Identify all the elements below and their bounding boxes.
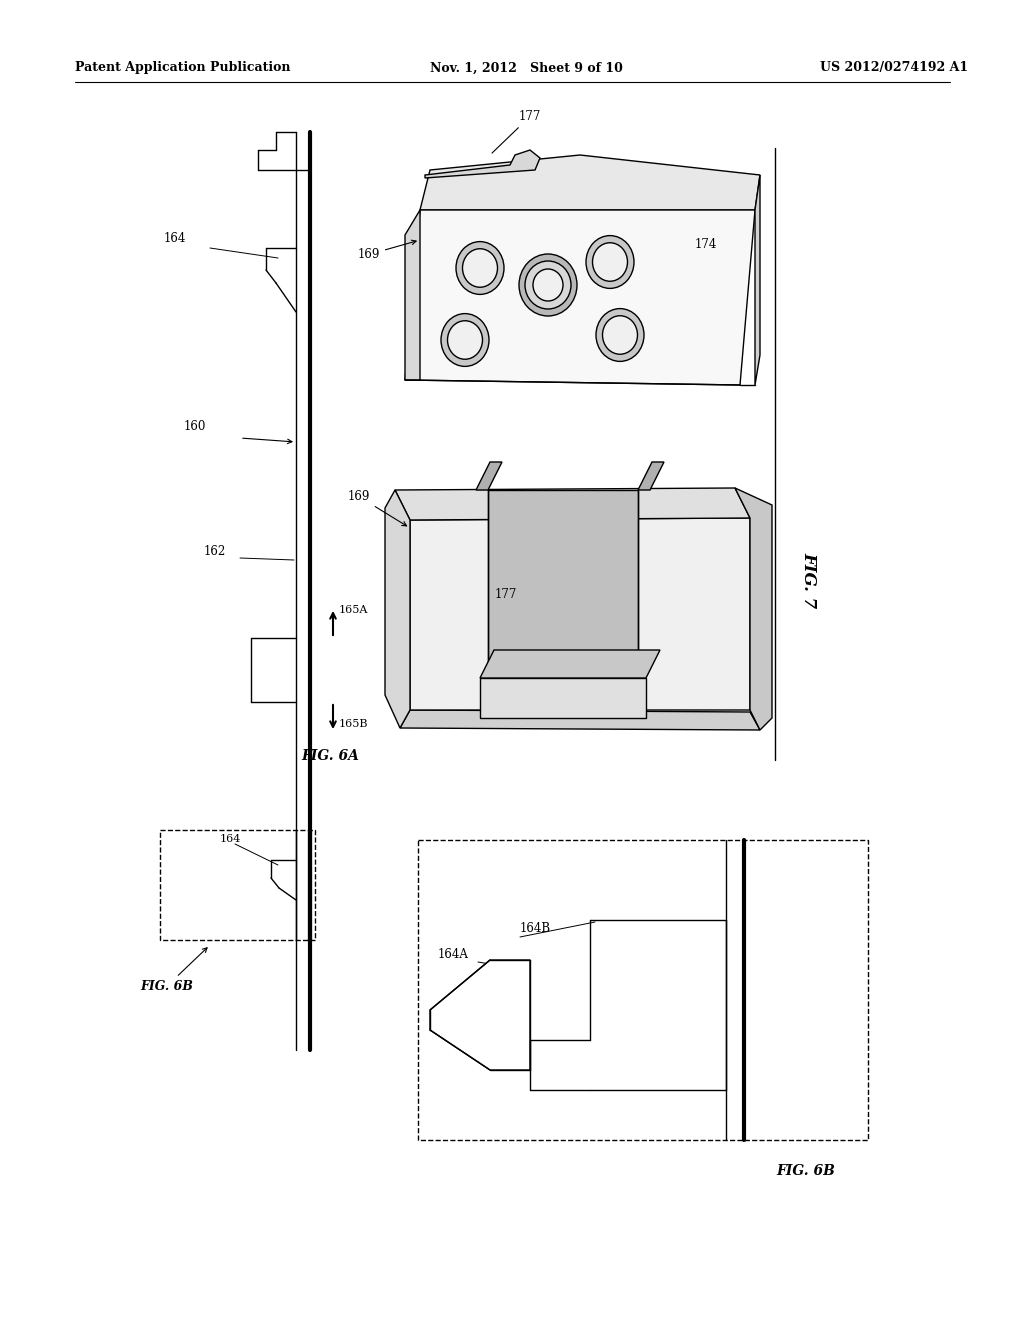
Polygon shape [755, 176, 760, 385]
Ellipse shape [441, 314, 489, 367]
Polygon shape [430, 960, 530, 1071]
Ellipse shape [456, 242, 504, 294]
Polygon shape [480, 678, 646, 718]
Text: US 2012/0274192 A1: US 2012/0274192 A1 [820, 62, 968, 74]
Text: 169: 169 [357, 240, 416, 261]
Polygon shape [395, 488, 750, 520]
Text: FIG. 6B: FIG. 6B [140, 948, 207, 993]
Polygon shape [480, 649, 660, 678]
Text: 177: 177 [495, 587, 517, 601]
Polygon shape [425, 150, 540, 178]
Ellipse shape [586, 235, 634, 288]
Polygon shape [638, 462, 664, 490]
Polygon shape [385, 490, 410, 729]
Text: 165B: 165B [339, 719, 369, 729]
Ellipse shape [593, 243, 628, 281]
Ellipse shape [602, 315, 638, 354]
Bar [418, 840, 868, 1140]
Polygon shape [488, 490, 638, 678]
Text: Patent Application Publication: Patent Application Publication [75, 62, 291, 74]
Text: FIG. 6A: FIG. 6A [301, 748, 359, 763]
Text: Nov. 1, 2012   Sheet 9 of 10: Nov. 1, 2012 Sheet 9 of 10 [430, 62, 623, 74]
Ellipse shape [447, 321, 482, 359]
Ellipse shape [519, 253, 577, 315]
Text: 169: 169 [347, 490, 407, 525]
Text: FIG. 6B: FIG. 6B [776, 1164, 835, 1177]
Polygon shape [410, 517, 750, 710]
Text: FIG. 7: FIG. 7 [800, 552, 817, 609]
Polygon shape [406, 210, 420, 380]
Text: 164B: 164B [520, 921, 551, 935]
Polygon shape [735, 488, 772, 730]
Polygon shape [406, 210, 755, 385]
Ellipse shape [596, 309, 644, 362]
Bar [160, 830, 315, 940]
Text: 174: 174 [695, 238, 718, 251]
Text: 160: 160 [184, 420, 206, 433]
Text: 165A: 165A [339, 605, 369, 615]
Text: 162: 162 [204, 545, 226, 558]
Text: 164: 164 [164, 232, 186, 246]
Polygon shape [420, 154, 760, 210]
Text: 164: 164 [220, 834, 242, 843]
Ellipse shape [525, 261, 571, 309]
Text: 177: 177 [492, 110, 542, 153]
Polygon shape [400, 710, 760, 730]
Ellipse shape [463, 248, 498, 288]
Polygon shape [476, 462, 502, 490]
Ellipse shape [534, 269, 563, 301]
Text: 164A: 164A [438, 948, 469, 961]
